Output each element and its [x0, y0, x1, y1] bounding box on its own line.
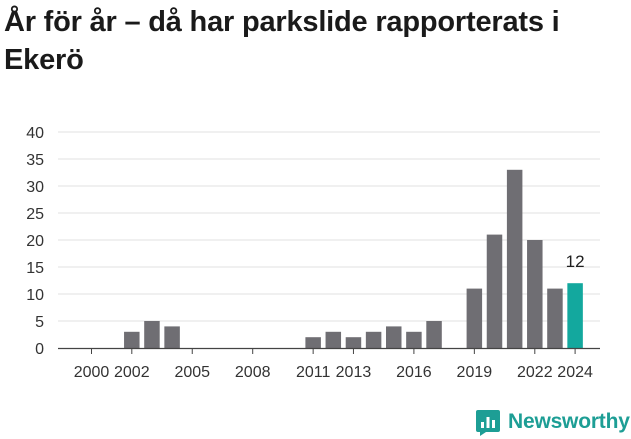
- bar-2011: [305, 337, 321, 348]
- x-tick-label: 2008: [235, 364, 271, 381]
- y-tick-label: 35: [26, 152, 44, 169]
- x-tick-label: 2002: [114, 364, 150, 381]
- x-tick-label: 2013: [336, 364, 372, 381]
- bar-2017: [426, 321, 442, 348]
- bar-2023: [547, 288, 563, 348]
- x-tick-label: 2019: [457, 364, 493, 381]
- y-tick-label: 30: [26, 179, 44, 196]
- x-tick-label: 2016: [396, 364, 432, 381]
- bar-2002: [124, 331, 140, 348]
- y-tick-label: 10: [26, 287, 44, 304]
- bar-2003: [144, 321, 160, 348]
- y-tick-label: 40: [26, 125, 44, 142]
- bar-2016: [406, 331, 422, 348]
- x-tick-label: 2011: [296, 364, 331, 381]
- y-tick-label: 0: [35, 341, 44, 358]
- x-tick-label: 2005: [174, 364, 210, 381]
- chart-title: År för år – då har parkslide rapporterat…: [4, 6, 560, 76]
- bar-2024: [567, 283, 583, 348]
- y-tick-label: 25: [26, 206, 44, 223]
- data-label-2024: 12: [566, 252, 585, 271]
- x-tick-label: 2022: [517, 364, 553, 381]
- brand-logo[interactable]: Newsworthy: [474, 405, 630, 439]
- brand-name: Newsworthy: [508, 410, 630, 433]
- x-tick-label: 2024: [557, 364, 593, 381]
- bar-2020: [486, 234, 503, 348]
- bar-2004: [164, 326, 180, 348]
- bar-2012: [325, 331, 342, 348]
- bar-2021: [506, 169, 523, 348]
- y-tick-label: 15: [26, 260, 44, 277]
- y-tick-label: 20: [26, 233, 44, 250]
- bar-chart-badge-icon: [476, 410, 500, 436]
- y-tick-label: 5: [35, 314, 44, 331]
- bar-2022: [527, 240, 543, 348]
- bar-2013: [345, 337, 362, 348]
- bar-2015: [386, 326, 402, 348]
- x-tick-label: 2000: [74, 364, 110, 381]
- bar-2014: [365, 331, 382, 348]
- bar-2019: [466, 288, 483, 348]
